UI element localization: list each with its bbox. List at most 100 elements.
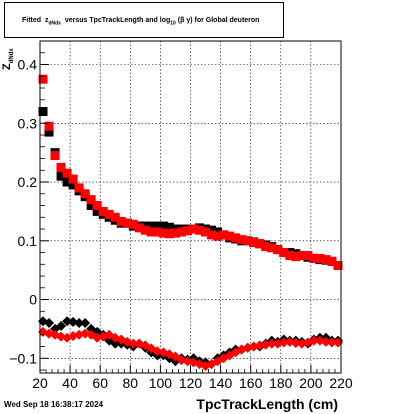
diamond-marker <box>74 318 85 329</box>
axis-ticks <box>39 40 342 373</box>
square-marker <box>152 221 162 231</box>
square-marker <box>255 239 265 249</box>
square-marker <box>50 151 60 161</box>
square-marker <box>279 248 289 258</box>
square-marker <box>80 189 90 199</box>
title-middle: versus TpcTrackLength and log <box>64 17 171 24</box>
diamond-marker <box>56 320 67 331</box>
diamond-marker <box>80 318 91 329</box>
square-marker <box>56 171 66 181</box>
x-tick-label: 20 <box>32 375 48 391</box>
square-marker <box>213 231 223 241</box>
square-marker <box>321 255 331 265</box>
x-tick-label: 120 <box>179 375 203 391</box>
y-tick-label: −0.1 <box>9 350 37 366</box>
diamond-marker <box>128 338 139 349</box>
diamond-marker <box>110 338 121 349</box>
y-axis-title-sub: dNdx <box>9 48 16 64</box>
square-marker <box>86 195 96 205</box>
square-marker <box>189 224 199 234</box>
y-tick-label: 0.3 <box>18 115 38 131</box>
square-marker <box>86 201 96 211</box>
square-marker <box>140 225 150 235</box>
x-axis-title: TpcTrackLength (cm) <box>196 396 338 412</box>
square-marker <box>56 162 66 172</box>
y-axis-title-main: Z <box>1 63 13 70</box>
square-marker <box>164 222 174 232</box>
x-tick-label: 180 <box>269 375 293 391</box>
square-marker <box>104 209 114 219</box>
square-marker <box>273 245 283 255</box>
title-log-sub: 10 <box>170 20 176 27</box>
square-marker <box>98 206 108 216</box>
y-tick-label: 0.2 <box>18 174 38 190</box>
diamond-marker <box>278 337 289 348</box>
square-marker <box>303 250 313 260</box>
series-1-square-markers <box>38 74 343 270</box>
square-marker <box>225 231 235 241</box>
square-marker <box>68 174 78 184</box>
square-marker <box>267 243 277 253</box>
square-marker <box>207 225 217 235</box>
y-tick-label: 0 <box>29 292 37 308</box>
square-marker <box>68 180 78 190</box>
data-markers <box>38 74 343 371</box>
square-marker <box>158 221 168 231</box>
diamond-marker <box>332 337 343 348</box>
square-marker <box>164 229 174 239</box>
chart-title-box: Fitted zdNdx versus TpcTrackLength and l… <box>4 2 284 38</box>
square-marker <box>297 250 307 260</box>
square-marker <box>122 218 132 228</box>
title-prefix: Fitted <box>22 17 42 24</box>
square-marker <box>261 242 271 252</box>
x-tick-label: 60 <box>92 375 108 391</box>
square-marker <box>182 226 192 236</box>
square-marker <box>327 256 337 266</box>
title-z: z <box>44 17 49 24</box>
x-tick-label: 80 <box>123 375 139 391</box>
square-marker <box>128 219 138 229</box>
x-tick-label: 200 <box>299 375 323 391</box>
square-marker <box>219 230 229 240</box>
datestamp: Wed Sep 18 16:38:17 2024 <box>4 400 104 409</box>
y-tick-label: 0.1 <box>18 233 38 249</box>
square-marker <box>74 183 84 193</box>
diamond-marker <box>290 338 301 349</box>
square-marker <box>207 230 217 240</box>
x-tick-label: 100 <box>149 375 173 391</box>
x-tick-label: 220 <box>329 375 353 391</box>
square-marker <box>231 233 241 243</box>
square-marker <box>44 127 54 137</box>
diamond-marker <box>326 337 337 348</box>
axis-tick-labels: 20 40 60 80 100 120 140 160 180 200 220 0.4 0.3 0.2 0.… <box>9 57 353 391</box>
x-tick-label: 40 <box>62 375 78 391</box>
square-marker <box>309 253 319 263</box>
square-marker <box>170 228 180 238</box>
square-marker <box>201 227 211 237</box>
diamond-marker <box>320 336 331 347</box>
square-marker <box>62 177 72 187</box>
square-marker <box>315 253 325 263</box>
y-tick-label: 0.4 <box>18 57 38 73</box>
square-marker <box>243 236 253 246</box>
square-marker <box>291 252 301 262</box>
square-marker <box>237 235 247 245</box>
square-marker <box>285 250 295 260</box>
square-marker <box>92 201 102 211</box>
square-marker <box>62 168 72 178</box>
square-marker <box>44 121 54 131</box>
square-marker <box>116 216 126 226</box>
diamond-marker <box>266 338 277 349</box>
title-z-sub: dNdx <box>48 20 61 27</box>
square-marker <box>176 227 186 237</box>
grid-lines <box>40 41 341 373</box>
diamond-marker <box>308 335 319 346</box>
square-marker <box>110 212 120 222</box>
y-axis-title: ZdNdx <box>1 48 15 70</box>
square-marker <box>158 228 168 238</box>
square-marker <box>195 225 205 235</box>
x-tick-label: 140 <box>209 375 233 391</box>
diamond-marker <box>62 316 73 327</box>
series-3-diamond-markers <box>38 326 343 371</box>
